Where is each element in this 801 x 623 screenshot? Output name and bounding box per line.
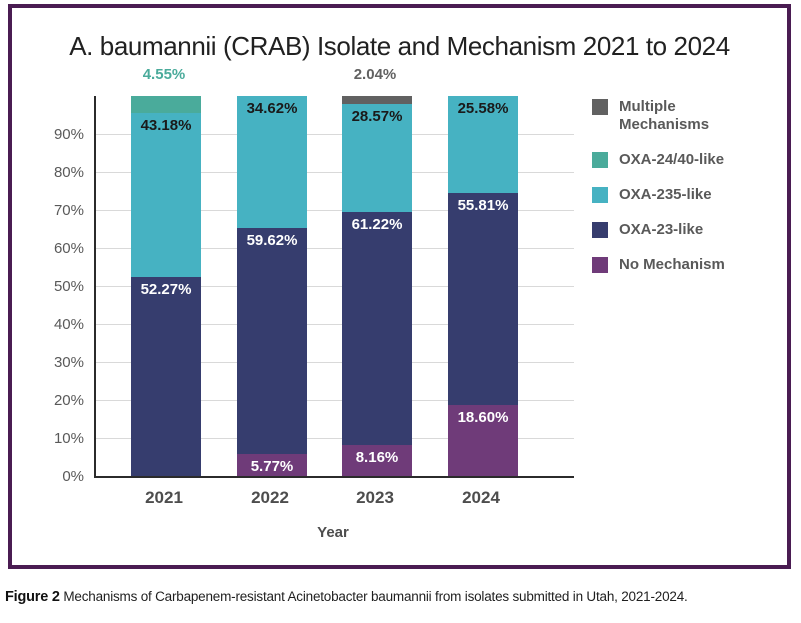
bar-2022: 5.77% 59.62% 34.62% — [237, 95, 307, 476]
segment-2021-oxa-23-like: 52.27% — [131, 277, 201, 476]
bar-2024: 18.60% 55.81% 25.58% — [448, 96, 518, 476]
legend-item-oxa-235-like: OXA-235-like — [592, 186, 739, 204]
plot-area: 52.27% 43.18% 5.77% 59.62% 34.62% 8.16% 61.22%… — [94, 95, 574, 478]
segment-value-label: 25.58% — [457, 100, 509, 118]
legend-item-oxa-24-40-like: OXA-24/40-like — [592, 151, 739, 169]
legend-item-no-mechanism: No Mechanism — [592, 256, 739, 274]
segment-2023-oxa-23-like: 61.22% — [342, 212, 412, 445]
segment-2022-oxa-235-like: 34.62% — [237, 95, 307, 228]
gridline — [96, 324, 574, 325]
gridline — [96, 438, 574, 439]
x-category-label: 2021 — [145, 488, 183, 507]
legend-swatch-icon — [592, 187, 608, 203]
segment-2023-no-mechanism: 8.16% — [342, 445, 412, 476]
y-tick-label: 60% — [53, 240, 84, 257]
gridline — [96, 286, 574, 287]
y-tick-label: 20% — [53, 392, 84, 409]
legend-item-multiple-mechanisms: Multiple Mechanisms — [592, 98, 739, 134]
legend: Multiple Mechanisms OXA-24/40-like OXA-235… — [592, 98, 739, 274]
segment-2021-oxa-235-like: 43.18% — [131, 113, 201, 278]
segment-value-label: 61.22% — [351, 216, 403, 234]
segment-value-label: 52.27% — [140, 281, 192, 299]
legend-swatch-icon — [592, 257, 608, 273]
segment-2022-oxa-23-like: 59.62% — [237, 227, 307, 455]
y-tick-label: 70% — [53, 202, 84, 219]
x-axis-title: Year — [317, 524, 349, 541]
gridline — [96, 400, 574, 401]
segment-2022-no-mechanism: 5.77% — [237, 454, 307, 476]
segment-value-label: 34.62% — [246, 99, 298, 117]
gridline — [96, 210, 574, 211]
legend-label: OXA-235-like — [619, 186, 712, 203]
segment-value-label: 18.60% — [457, 409, 509, 427]
y-tick-label: 90% — [53, 126, 84, 143]
segment-2023-oxa-235-like: 28.57% — [342, 103, 412, 213]
legend-label: No Mechanism — [619, 256, 725, 273]
segment-2024-oxa-23-like: 55.81% — [448, 193, 518, 406]
y-tick-label: 0% — [62, 468, 84, 485]
outside-value-label: 2.04% — [353, 66, 397, 83]
y-tick-label: 40% — [53, 316, 84, 333]
bar-2021: 52.27% 43.18% — [131, 96, 201, 476]
legend-item-oxa-23-like: OXA-23-like — [592, 221, 739, 239]
legend-label: OXA-23-like — [619, 221, 704, 238]
figure-caption-text: Mechanisms of Carbapenem-resistant Acine… — [63, 589, 688, 604]
legend-label: OXA-24/40-like — [619, 151, 725, 168]
gridline — [96, 172, 574, 173]
segment-2023-multiple-mechanisms — [342, 96, 412, 104]
bar-2023: 8.16% 61.22% 28.57% — [342, 96, 412, 476]
gridline — [96, 134, 574, 135]
gridline — [96, 362, 574, 363]
segment-2024-oxa-235-like: 25.58% — [448, 96, 518, 194]
figure-panel: A. baumannii (CRAB) Isolate and Mechanis… — [8, 4, 791, 569]
y-tick-label: 30% — [53, 354, 84, 371]
x-category-label: 2024 — [462, 488, 500, 507]
chart-title: A. baumannii (CRAB) Isolate and Mechanis… — [69, 31, 730, 61]
figure-caption-label: Figure 2 — [5, 589, 60, 605]
outside-value-label: 4.55% — [142, 66, 186, 83]
y-tick-label: 50% — [53, 278, 84, 295]
gridline — [96, 248, 574, 249]
legend-label: Multiple Mechanisms — [619, 98, 710, 133]
segment-value-label: 5.77% — [250, 458, 294, 476]
y-tick-label: 10% — [53, 430, 84, 447]
figure-caption: Figure 2 Mechanisms of Carbapenem-resist… — [5, 589, 688, 605]
legend-swatch-icon — [592, 152, 608, 168]
x-category-label: 2022 — [251, 488, 289, 507]
legend-swatch-icon — [592, 99, 608, 115]
segment-value-label: 43.18% — [140, 117, 192, 135]
segment-value-label: 59.62% — [246, 231, 298, 249]
segment-value-label: 55.81% — [457, 197, 509, 215]
segment-2021-oxa-24-40-like — [131, 96, 201, 114]
segment-2024-no-mechanism: 18.60% — [448, 405, 518, 476]
legend-swatch-icon — [592, 222, 608, 238]
segment-value-label: 28.57% — [351, 107, 403, 125]
y-tick-label: 80% — [53, 164, 84, 181]
segment-value-label: 8.16% — [355, 449, 399, 466]
x-category-label: 2023 — [356, 488, 394, 507]
